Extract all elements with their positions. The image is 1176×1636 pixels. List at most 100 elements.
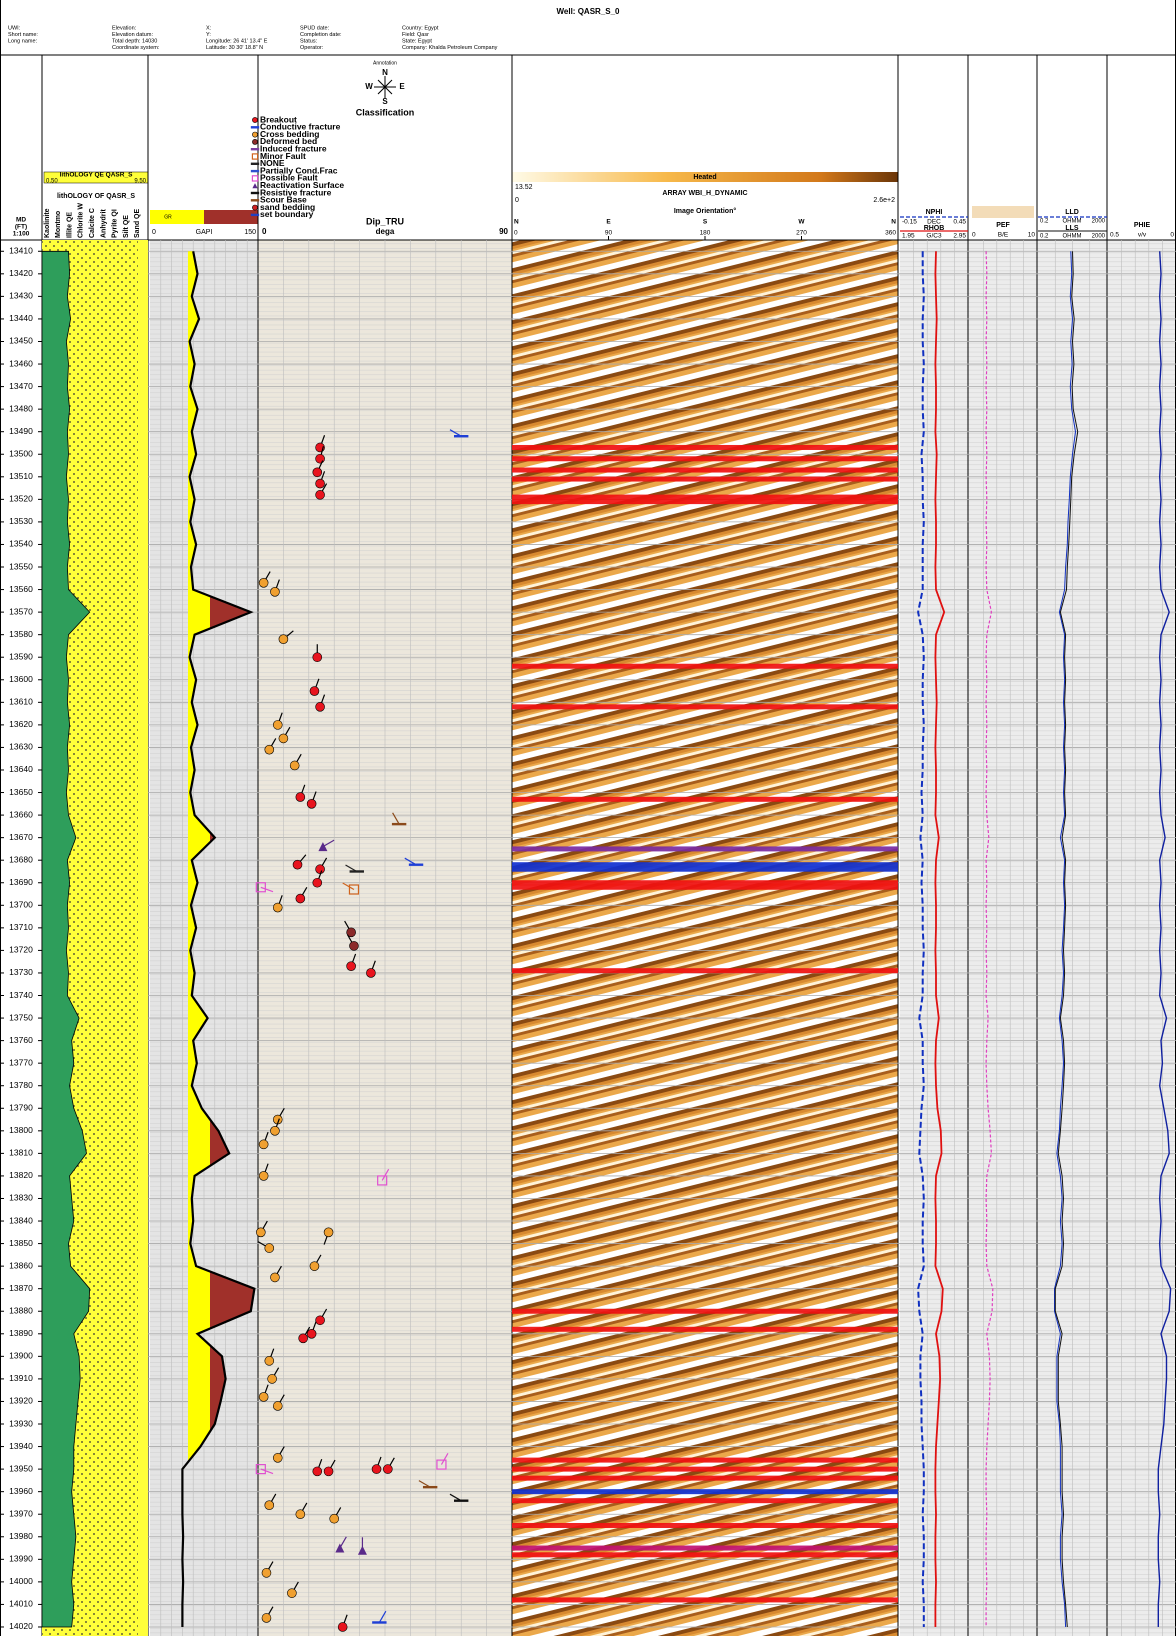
label: set boundary xyxy=(260,209,314,219)
image-event xyxy=(512,445,898,450)
label: 0.2 xyxy=(1040,234,1049,240)
tadpole-head xyxy=(296,1510,305,1519)
label: Kaolinite xyxy=(44,208,51,238)
label: 13790 xyxy=(9,1103,33,1113)
label: 13450 xyxy=(9,336,33,346)
tadpole-head xyxy=(299,1334,308,1343)
tadpole-head xyxy=(296,793,305,802)
image-event xyxy=(512,1552,898,1557)
label: Coordinate system: xyxy=(112,45,160,51)
label: Short name: xyxy=(8,32,38,38)
label: E xyxy=(606,219,611,226)
label: 0.45 xyxy=(953,219,966,226)
label: 13490 xyxy=(9,426,33,436)
image-event xyxy=(512,1546,898,1551)
label: Company: Khalda Petroleum Company xyxy=(402,45,498,51)
label: N xyxy=(382,68,388,77)
tadpole-head xyxy=(265,1244,274,1253)
label: 2000 xyxy=(1092,219,1106,225)
label: 13670 xyxy=(9,832,33,842)
label: G/C3 xyxy=(926,233,942,240)
label: Anhydrit xyxy=(100,209,107,238)
tadpole-head xyxy=(316,490,325,499)
image-event xyxy=(512,477,898,482)
label: State: Egypt xyxy=(402,38,432,44)
tadpole-head xyxy=(270,587,279,596)
label: 13820 xyxy=(9,1170,33,1180)
image-event xyxy=(512,846,898,851)
label: PHIE xyxy=(1134,222,1151,229)
tadpole-head xyxy=(268,1374,277,1383)
tadpole-head xyxy=(259,1392,268,1401)
label: 13540 xyxy=(9,539,33,549)
label: 13860 xyxy=(9,1260,33,1270)
image-event xyxy=(512,1498,898,1503)
label: 360 xyxy=(885,230,896,237)
label: lithOLOGY OF QASR_S xyxy=(57,193,135,200)
tadpole-head xyxy=(252,205,257,210)
label: 0 xyxy=(514,230,518,237)
tadpole-head xyxy=(252,117,257,122)
label: 13580 xyxy=(9,629,33,639)
label: Illite QE xyxy=(66,212,73,238)
image-event xyxy=(512,456,898,461)
label: Status: xyxy=(300,38,318,44)
tadpole-head xyxy=(265,745,274,754)
label: Sand QE xyxy=(134,208,141,238)
label: Classification xyxy=(356,107,415,117)
sand-band xyxy=(138,240,148,1636)
tadpole-head xyxy=(290,761,299,770)
label: 13510 xyxy=(9,471,33,481)
label: 13680 xyxy=(9,854,33,864)
label: (FT) xyxy=(15,224,27,231)
image-event xyxy=(512,1327,898,1332)
image-event xyxy=(512,1489,898,1494)
label: Elevation datum: xyxy=(112,32,153,38)
tadpole-head xyxy=(366,968,375,977)
label: 13470 xyxy=(9,381,33,391)
label: -0.15 xyxy=(902,219,917,226)
label: 13530 xyxy=(9,516,33,526)
label: ARRAY WBI_H_DYNAMIC xyxy=(662,190,747,197)
label: 13410 xyxy=(9,246,33,256)
label: LLD xyxy=(1065,209,1079,216)
label: 13480 xyxy=(9,403,33,413)
tadpole-head xyxy=(273,1453,282,1462)
label: 13910 xyxy=(9,1373,33,1383)
tadpole-head xyxy=(265,1356,274,1365)
image-event xyxy=(512,797,898,802)
label: 13990 xyxy=(9,1554,33,1564)
label: 10 xyxy=(1028,232,1036,239)
label: 13880 xyxy=(9,1305,33,1315)
label: 13640 xyxy=(9,764,33,774)
label: 13630 xyxy=(9,742,33,752)
label: 0.5 xyxy=(1110,232,1119,239)
tadpole-head xyxy=(270,1273,279,1282)
tadpole-head xyxy=(270,1126,279,1135)
tadpole-head xyxy=(252,139,257,144)
tadpole-head xyxy=(273,1401,282,1410)
label: 14010 xyxy=(9,1599,33,1609)
label: 13800 xyxy=(9,1125,33,1135)
label: Latitude: 30 30' 18.8" N xyxy=(206,45,263,51)
image-event xyxy=(512,880,898,885)
label: 13520 xyxy=(9,494,33,504)
tadpole-head xyxy=(307,799,316,808)
image-event xyxy=(512,704,898,709)
tadpole-head xyxy=(273,720,282,729)
label: 13780 xyxy=(9,1080,33,1090)
label: PEF xyxy=(996,222,1010,229)
label: MD xyxy=(16,217,26,224)
label: 13550 xyxy=(9,561,33,571)
tadpole-head xyxy=(252,132,257,137)
label: Heated xyxy=(693,174,716,181)
label: 13560 xyxy=(9,584,33,594)
tadpole-head xyxy=(310,687,319,696)
image-event xyxy=(512,968,898,973)
tadpole-head xyxy=(347,962,356,971)
label: Calcite C xyxy=(89,208,96,238)
label: Elevation: xyxy=(112,25,137,31)
tadpole-head xyxy=(259,578,268,587)
tadpole-head xyxy=(279,635,288,644)
tadpole-head xyxy=(262,1568,271,1577)
